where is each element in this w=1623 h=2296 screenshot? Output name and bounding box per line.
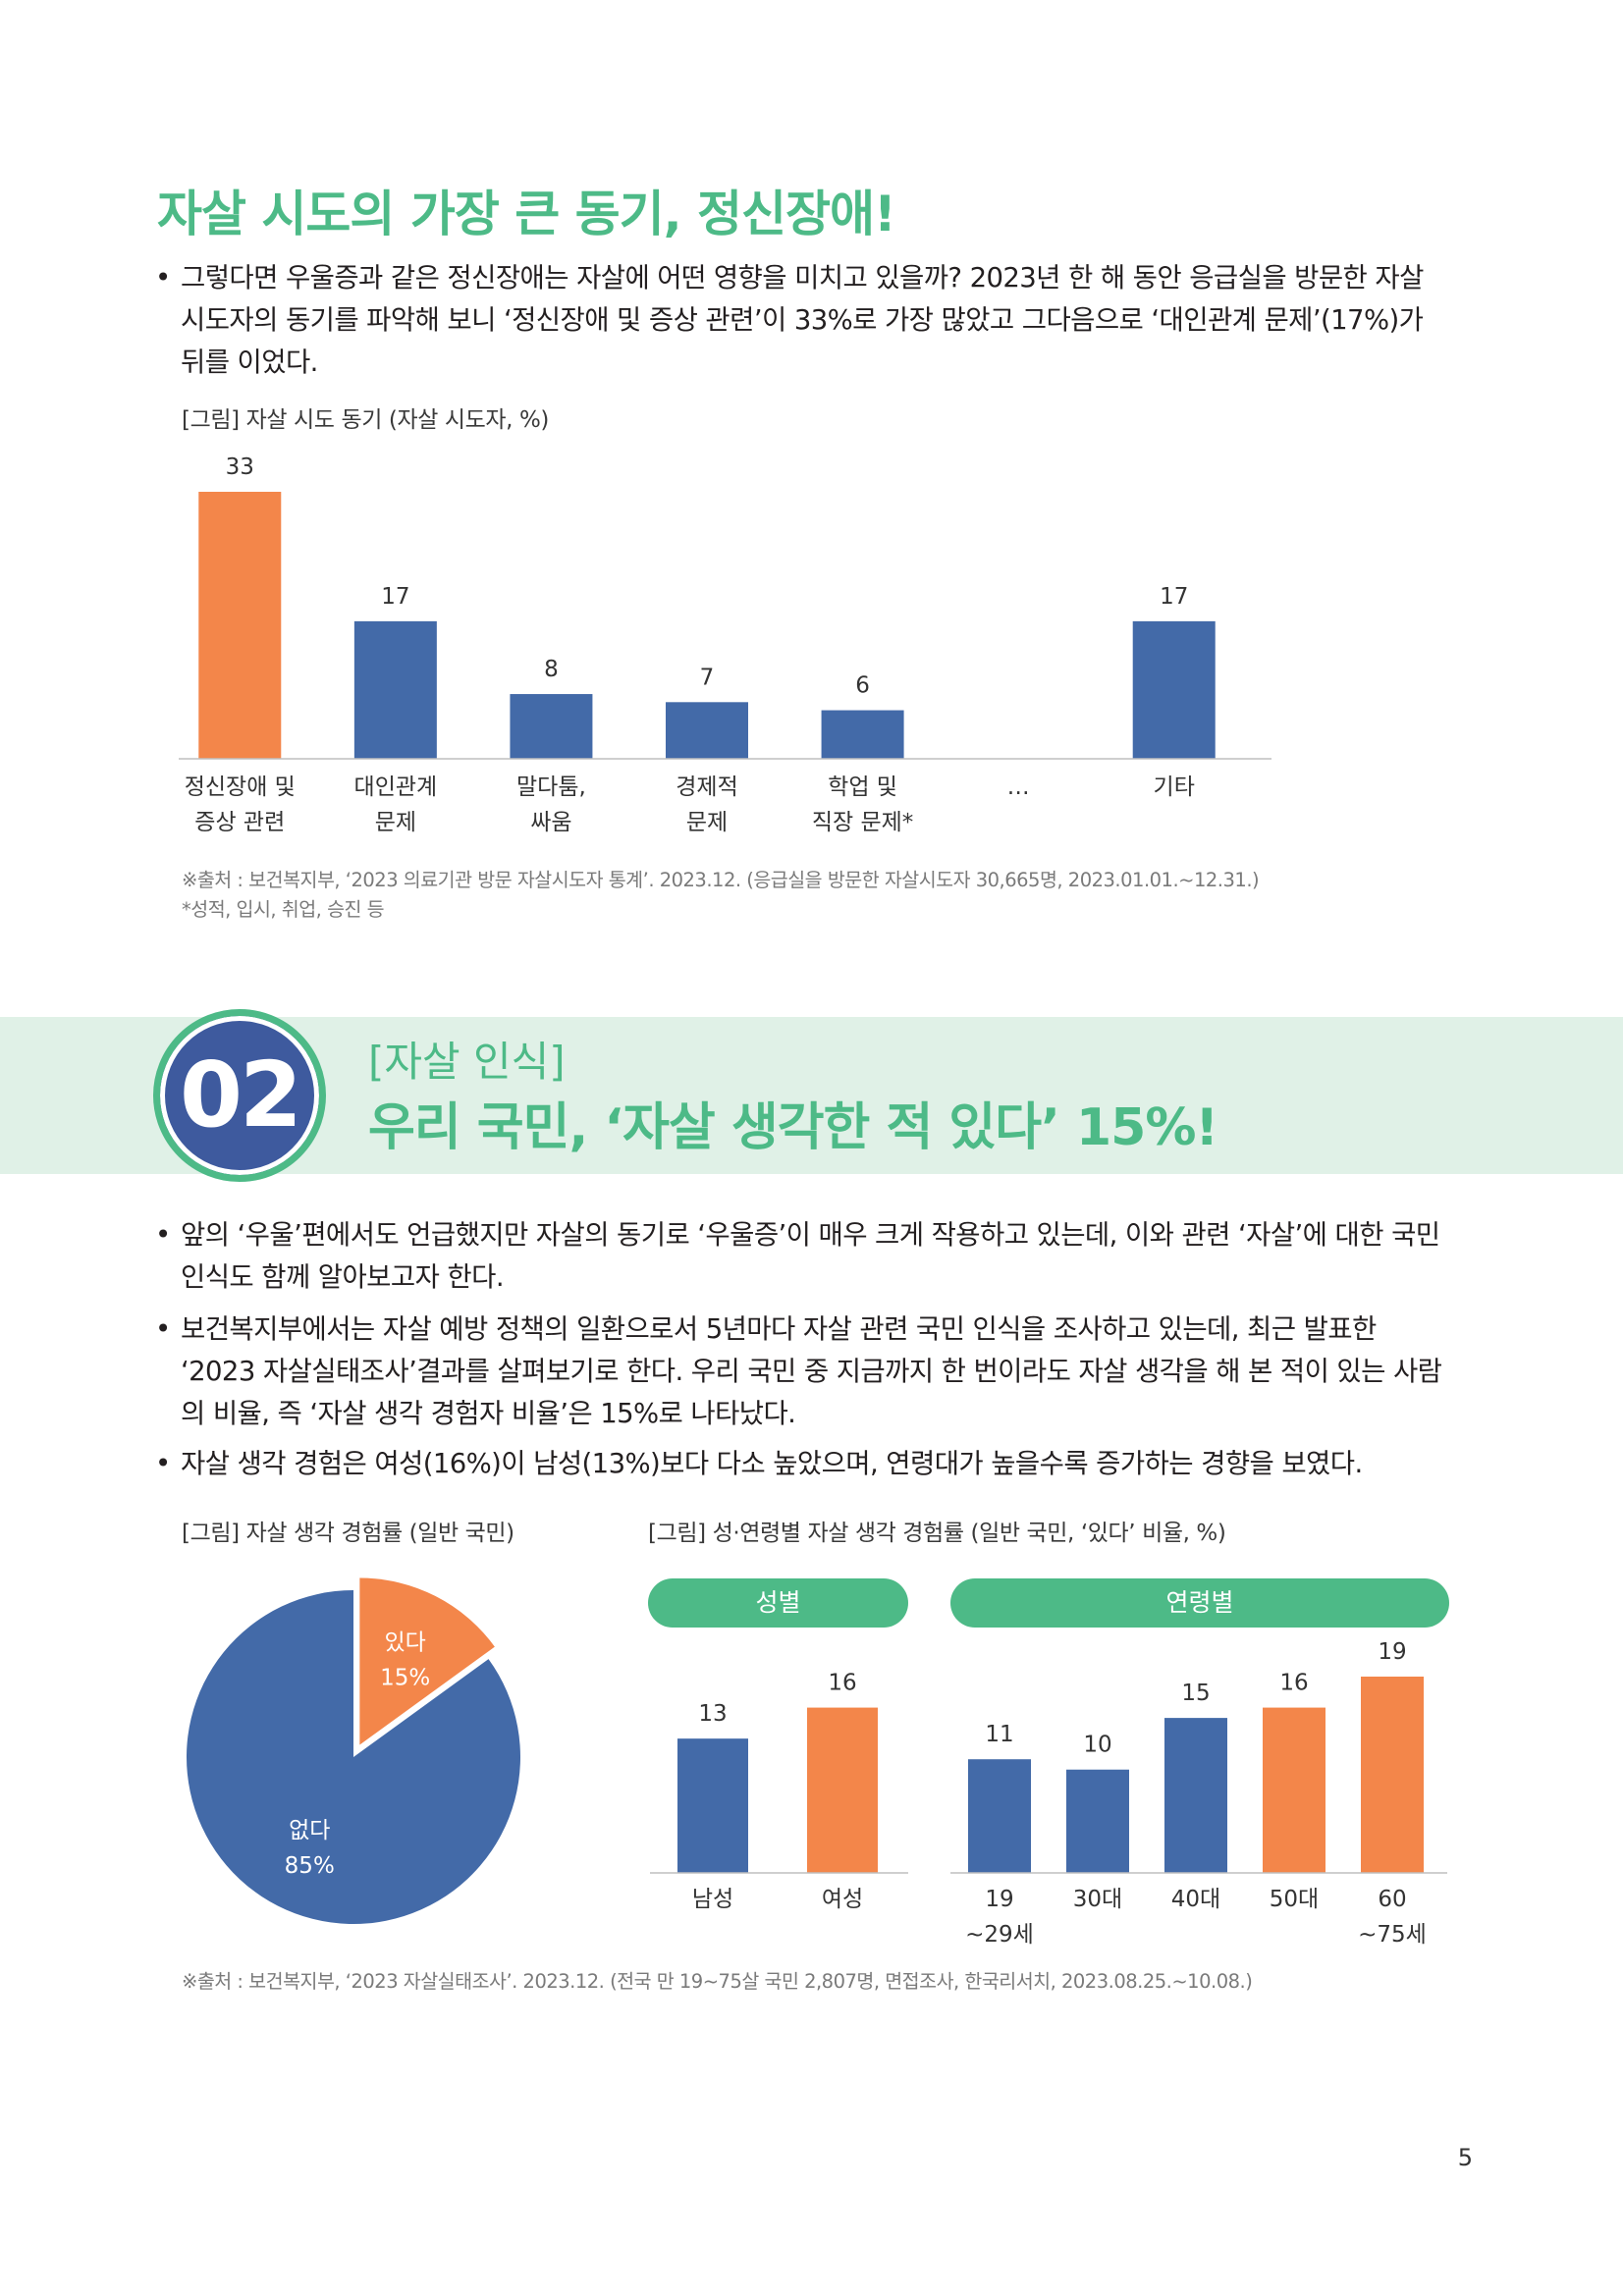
source-note: ※출처 : 보건복지부, ‘2023 자살실태조사’. 2023.12. (전국…: [182, 1970, 1253, 1993]
paragraph-line: 보건복지부에서는 자살 예방 정책의 일환으로서 5년마다 자살 관련 국민 인…: [181, 1313, 1377, 1345]
bar: [1361, 1677, 1424, 1873]
pie-value-label: 15%: [380, 1666, 430, 1691]
bar: [1066, 1769, 1129, 1873]
page-number: 5: [1457, 2144, 1473, 2171]
bar: [353, 620, 437, 759]
bar-value-label: 10: [1083, 1733, 1111, 1758]
bullet-mark: •: [155, 262, 171, 294]
bar-value-label: 6: [855, 673, 870, 699]
pie-label: 있다: [384, 1630, 425, 1656]
category-label: 학업 및: [828, 774, 897, 800]
bar-value-label: 7: [700, 665, 715, 690]
paragraph-line: 자살 생각 경험은 여성(16%)이 남성(13%)보다 다소 높았으며, 연령…: [181, 1448, 1363, 1479]
section-subtitle: [자살 인식]: [368, 1038, 566, 1086]
gender-bar-chart: 13 남성 16 여성: [650, 1671, 908, 1912]
bar-value-label: 33: [226, 454, 254, 480]
category-label: 여성: [822, 1887, 863, 1912]
pie-slice: [359, 1577, 495, 1745]
bar-value-label: 8: [544, 657, 559, 682]
section-heading: 우리 국민, ‘자살 생각한 적 있다’ 15%!: [368, 1098, 1218, 1157]
bar: [510, 694, 593, 759]
paragraph-line: ‘2023 자살실태조사’결과를 살펴보기로 한다. 우리 국민 중 지금까지 …: [181, 1356, 1442, 1387]
category-label: 30대: [1073, 1887, 1122, 1912]
bar: [821, 710, 904, 759]
pie-caption: [그림] 자살 생각 경험률 (일반 국민): [182, 1521, 514, 1546]
bullet-mark: •: [155, 1313, 171, 1345]
category-label: 40대: [1171, 1887, 1220, 1912]
footnote: *성적, 입시, 취업, 승진 등: [182, 898, 385, 921]
pie-value-label: 85%: [285, 1853, 335, 1879]
age-bar-chart: 11 19 ~29세 10 30대 15 40대 16 50대 19 60 ~75세: [950, 1639, 1447, 1948]
bar-value-label: 15: [1181, 1681, 1210, 1706]
paragraph-line: 의 비율, 즉 ‘자살 생각 경험자 비율’은 15%로 나타났다.: [181, 1398, 796, 1429]
category-label: 대인관계: [354, 774, 438, 800]
category-label: 남성: [692, 1887, 733, 1912]
bar: [666, 702, 748, 759]
paragraph-bullet: • 자살 생각 경험은 여성(16%)이 남성(13%)보다 다소 높았으며, …: [155, 1443, 1471, 1485]
section-number-badge: [153, 1009, 326, 1182]
age-pill: 연령별: [950, 1578, 1449, 1628]
source-note: ※출처 : 보건복지부, ‘2023 의료기관 방문 자살시도자 통계’. 20…: [182, 869, 1260, 891]
category-label: 경제적: [676, 774, 737, 800]
bullet-mark: •: [155, 1219, 171, 1251]
bar-value-label: 17: [1160, 584, 1188, 610]
category-label: 기타: [1154, 774, 1195, 800]
gender-pill: 성별: [648, 1578, 908, 1628]
bar: [968, 1759, 1031, 1873]
bar-caption: [그림] 성·연령별 자살 생각 경험률 (일반 국민, ‘있다’ 비율, %): [648, 1521, 1226, 1546]
bar: [807, 1707, 878, 1873]
bar-value-label: 13: [698, 1701, 727, 1727]
bar: [677, 1738, 748, 1873]
bar: [198, 492, 282, 759]
category-label: 문제: [686, 810, 728, 835]
category-label: ~29세: [965, 1922, 1034, 1948]
category-label: ~75세: [1358, 1922, 1427, 1948]
bar-value-label: 16: [828, 1671, 856, 1696]
bar-value-label: 19: [1378, 1639, 1406, 1665]
category-label: 문제: [375, 810, 416, 835]
category-label: 19: [985, 1887, 1013, 1912]
section-number: 02: [179, 1042, 302, 1148]
paragraph-bullet: • 앞의 ‘우울’편에서도 언급했지만 자살의 동기로 ‘우울증’이 매우 크게…: [155, 1214, 1471, 1299]
bar: [1132, 620, 1216, 759]
paragraph-line: 그렇다면 우울증과 같은 정신장애는 자살에 어떤 영향을 미치고 있을까? 2…: [181, 262, 1424, 294]
thought-pie-chart: 있다 15% 없다 85%: [187, 1577, 520, 1924]
category-label: 50대: [1270, 1887, 1319, 1912]
category-label: 60: [1378, 1887, 1406, 1912]
bar: [1164, 1718, 1227, 1873]
bar: [1263, 1707, 1325, 1873]
bar-value-label: 17: [381, 584, 409, 610]
paragraph-line: 뒤를 이었다.: [181, 347, 318, 378]
section-title: 자살 시도의 가장 큰 동기, 정신장애!: [157, 186, 896, 242]
paragraph-bullet: • 보건복지부에서는 자살 예방 정책의 일환으로서 5년마다 자살 관련 국민…: [155, 1308, 1471, 1435]
category-label: 정신장애 및: [185, 774, 296, 800]
bar-value-label: 11: [985, 1722, 1013, 1747]
figure-caption: [그림] 자살 시도 동기 (자살 시도자, %): [182, 407, 550, 433]
paragraph-line: 인식도 함께 알아보고자 한다.: [181, 1261, 505, 1293]
category-label: 싸움: [530, 810, 571, 835]
category-label: …: [1007, 774, 1030, 800]
category-label: 증상 관련: [194, 810, 285, 835]
paragraph-line: 시도자의 동기를 파악해 보니 ‘정신장애 및 증상 관련’이 33%로 가장 …: [181, 304, 1424, 336]
paragraph-line: 앞의 ‘우울’편에서도 언급했지만 자살의 동기로 ‘우울증’이 매우 크게 작…: [181, 1219, 1440, 1251]
category-label: 직장 문제*: [812, 810, 913, 835]
pie-slice: [187, 1590, 520, 1924]
bullet-mark: •: [155, 1448, 171, 1479]
bar-value-label: 16: [1279, 1671, 1308, 1696]
pie-label: 없다: [289, 1818, 330, 1843]
paragraph-bullet: • 그렇다면 우울증과 같은 정신장애는 자살에 어떤 영향을 미치고 있을까?…: [155, 257, 1471, 384]
category-label: 말다툼,: [516, 774, 586, 800]
